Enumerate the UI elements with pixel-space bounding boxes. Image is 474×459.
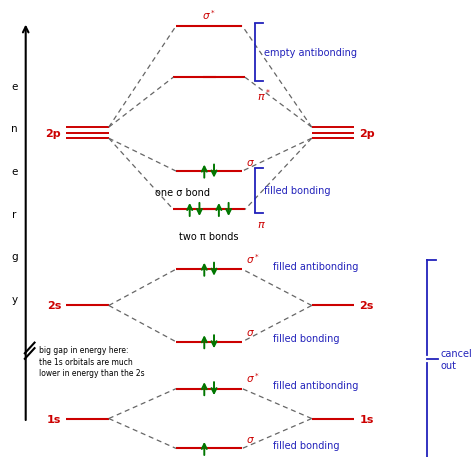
- Text: $\sigma^*$: $\sigma^*$: [246, 252, 260, 265]
- Text: 2p: 2p: [46, 129, 61, 138]
- Text: y: y: [11, 294, 18, 304]
- Text: $\sigma$: $\sigma$: [246, 434, 255, 444]
- Text: filled bonding: filled bonding: [273, 440, 340, 450]
- Text: n: n: [11, 124, 18, 134]
- Text: $\sigma^*$: $\sigma^*$: [246, 371, 260, 385]
- Text: empty antibonding: empty antibonding: [264, 47, 357, 57]
- Text: 2s: 2s: [359, 301, 374, 311]
- Text: two π bonds: two π bonds: [179, 231, 239, 241]
- Text: 2s: 2s: [47, 301, 61, 311]
- Text: filled bonding: filled bonding: [273, 334, 340, 344]
- Text: g: g: [11, 252, 18, 262]
- Text: filled antibonding: filled antibonding: [273, 381, 359, 391]
- Text: filled bonding: filled bonding: [264, 186, 331, 196]
- Text: one σ bond: one σ bond: [155, 188, 210, 198]
- Text: filled antibonding: filled antibonding: [273, 261, 359, 271]
- Text: $\pi^*$: $\pi^*$: [257, 87, 271, 104]
- Text: $\sigma^*$: $\sigma^*$: [202, 8, 216, 22]
- Text: 1s: 1s: [47, 414, 61, 424]
- Text: e: e: [11, 167, 18, 177]
- Text: e: e: [11, 82, 18, 91]
- Text: r: r: [12, 209, 17, 219]
- Text: big gap in energy here:
the 1s orbitals are much
lower in energy than the 2s: big gap in energy here: the 1s orbitals …: [39, 345, 145, 377]
- Text: $\sigma$: $\sigma$: [246, 328, 255, 338]
- Text: 1s: 1s: [359, 414, 374, 424]
- Text: 2p: 2p: [359, 129, 375, 138]
- Text: cancel
out: cancel out: [440, 348, 472, 370]
- Text: $\pi$: $\pi$: [257, 219, 266, 230]
- Text: $\sigma$: $\sigma$: [246, 157, 255, 168]
